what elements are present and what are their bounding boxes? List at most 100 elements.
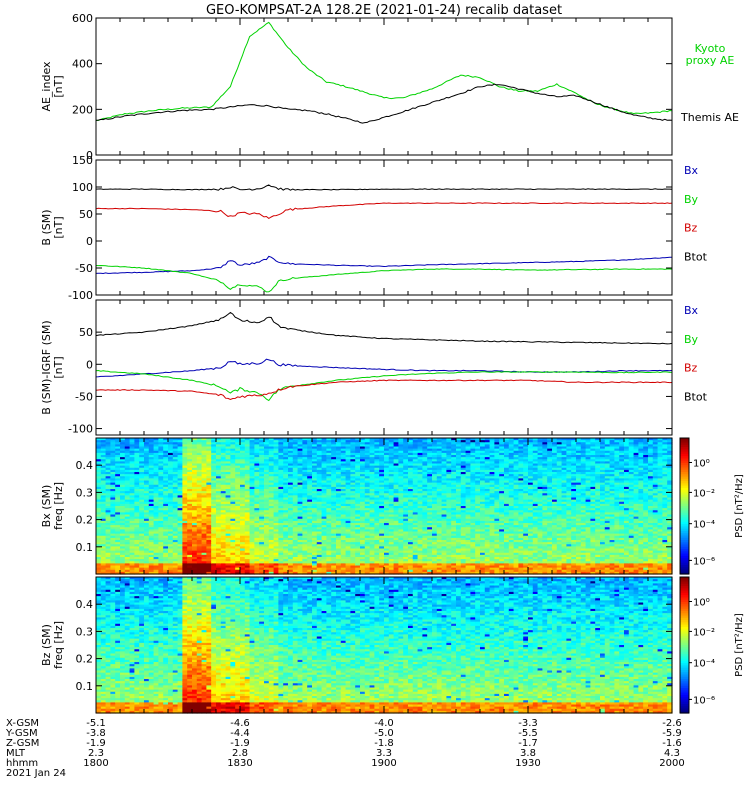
spectrogram-cell [196,557,203,560]
spectrogram-cell [360,514,366,518]
spectrogram-cell [105,544,111,547]
spectrogram-cell [331,527,337,530]
spectrogram-cell [446,497,452,501]
spectrogram-cell [316,552,323,556]
spectrogram-cell [201,465,207,469]
spectrogram-cell [129,493,135,496]
spectrogram-cell [182,457,188,460]
spectrogram-cell [340,546,347,550]
spectrogram-cell [384,520,390,524]
spectrogram-cell [432,559,438,562]
spectrogram-cell [355,535,361,539]
spectrogram-cell [350,457,356,460]
spectrogram-cell [364,463,371,467]
spectrogram-cell [196,554,203,558]
spectrogram-cell [316,506,323,509]
spectrogram-cell [134,476,140,479]
spectrogram-cell [436,476,443,479]
spectrogram-cell [172,544,179,547]
spectrogram-cell [144,531,150,535]
spectrogram-cell [326,559,332,562]
spectrogram-cell [216,529,222,533]
spectrogram-cell [115,529,121,533]
spectrogram-cell [115,469,121,473]
spectrogram-cell [288,525,294,528]
spectrogram-cell [240,550,246,554]
spectrogram-cell [350,552,356,556]
spectrogram-cell [129,486,135,490]
spectrogram-cell [432,465,438,469]
spectrogram-cell [427,484,433,488]
spectrogram-cell [144,474,150,477]
spectrogram-cell [235,484,241,488]
spectrogram-cell [244,535,251,539]
spectrogram-cell [172,491,179,494]
spectrogram-cell [220,561,227,564]
spectrogram-cell [172,525,179,528]
spectrogram-cell [446,459,452,462]
spectrogram-cell [278,478,284,482]
spectrogram-cell [139,465,145,469]
spectrogram-cell [134,452,140,456]
spectrogram-cell [134,446,140,450]
spectrogram-cell [158,469,164,473]
spectrogram-cell [422,503,428,507]
spectrogram-cell [398,561,404,564]
spectrogram-cell [120,469,126,473]
spectrogram-cell [412,508,419,511]
spectrogram-cell [240,531,246,535]
spectrogram-cell [220,463,227,467]
spectrogram-cell [115,552,121,556]
spectrogram-cell [278,512,284,516]
spectrogram-cell [220,520,227,524]
spectrogram-cell [326,482,332,486]
spectrogram-cell [235,440,241,443]
spectrogram-cell [369,455,375,458]
spectrogram-cell [177,469,183,473]
spectrogram-cell [451,452,457,456]
spectrogram-cell [364,474,371,477]
spectrogram-cell [134,520,140,524]
spectrogram-cell [192,463,198,467]
chart-title: GEO-KOMPSAT-2A 128.2E (2021-01-24) recal… [206,3,562,18]
spectrogram-cell [96,508,102,511]
spectrogram-cell [163,469,169,473]
spectrogram-cell [288,512,294,516]
spectrogram-cell [312,476,318,479]
spectrogram-cell [384,516,390,520]
spectrogram-cell [388,442,395,445]
spectrogram-cell [302,537,308,541]
spectrogram-cell [417,546,423,550]
spectrogram-cell [446,548,452,552]
spectrogram-cell [412,469,419,473]
spectrogram-cell [206,508,212,511]
spectrogram-cell [110,444,116,448]
spectrogram-cell [216,533,222,537]
spectrogram-cell [172,469,179,473]
series-line-bz [96,202,672,220]
spectrogram-cell [264,486,270,490]
spectrogram-cell [220,563,227,567]
spectrogram-cell [124,550,131,554]
spectrogram-cell [360,465,366,469]
spectrogram-cell [374,440,380,443]
spectrogram-cell [259,452,265,456]
spectrogram-cell [96,531,102,535]
spectrogram-cell [364,499,371,503]
spectrogram-cell [120,493,126,496]
spectrogram-cell [283,491,289,494]
spectrogram-cell [369,569,375,573]
spectrogram-cell [379,474,385,477]
spectrogram-cell [408,442,414,445]
spectrogram-cell [153,544,159,547]
spectrogram-cell [259,533,265,537]
spectrogram-cell [408,478,414,482]
spectrogram-cell [100,482,107,486]
spectrogram-cell [364,440,371,443]
spectrogram-cell [292,478,299,482]
spectrogram-cell [134,440,140,443]
spectrogram-cell [124,493,131,496]
spectrogram-cell [254,486,260,490]
spectrogram-cell [278,474,284,477]
spectrogram-cell [129,446,135,450]
